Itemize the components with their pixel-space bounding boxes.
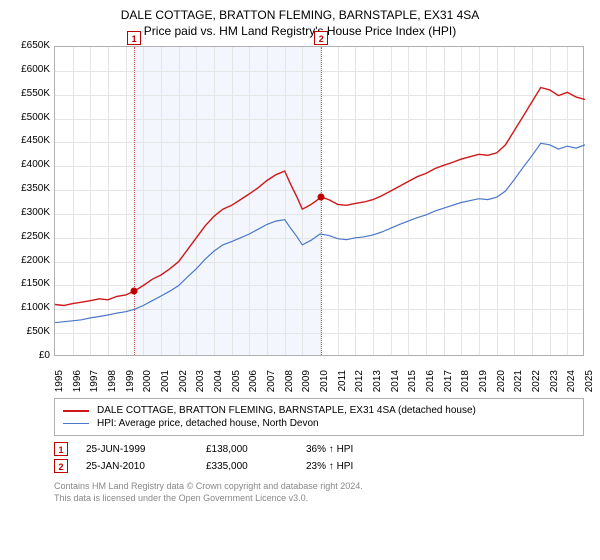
chart-area: £0 £50K £100K £150K £200K £250K £300K £350K £400… [12,42,588,392]
x-axis-label: 2009 [301,370,312,394]
sale-marker-line [321,47,322,355]
x-axis-label: 2013 [372,370,383,394]
x-axis-label: 2023 [549,370,560,394]
sale-marker-badge: 2 [314,31,328,45]
chart-title: DALE COTTAGE, BRATTON FLEMING, BARNSTAPL… [12,8,588,22]
legend-label: DALE COTTAGE, BRATTON FLEMING, BARNSTAPL… [97,405,476,416]
x-axis-label: 2006 [248,370,259,394]
plot-area: 12 [54,46,584,356]
marker-table-hpi: 36% ↑ HPI [306,444,406,455]
x-axis-label: 1998 [107,370,118,394]
marker-table-date: 25-JUN-1999 [86,444,206,455]
y-axis-label: £150K [12,279,50,289]
y-axis-label: £200K [12,256,50,266]
legend-swatch [63,423,89,424]
x-axis-label: 1997 [89,370,100,394]
marker-table-hpi: 23% ↑ HPI [306,461,406,472]
x-axis-label: 2012 [354,370,365,394]
y-axis-label: £400K [12,160,50,170]
y-axis-label: £50K [12,327,50,337]
y-axis-label: £450K [12,136,50,146]
y-axis-label: £350K [12,184,50,194]
x-axis-label: 2018 [460,370,471,394]
x-axis-label: 2016 [425,370,436,394]
x-axis-label: 2003 [195,370,206,394]
y-axis-label: £100K [12,303,50,313]
x-axis-label: 2021 [513,370,524,394]
marker-table-row: 1 25-JUN-1999£138,00036% ↑ HPI [54,442,584,456]
y-axis-label: £0 [12,351,50,361]
x-axis-label: 2004 [213,370,224,394]
y-axis-label: £300K [12,208,50,218]
x-axis-label: 2000 [142,370,153,394]
marker-table-row: 2 25-JAN-2010£335,00023% ↑ HPI [54,459,584,473]
legend-row: HPI: Average price, detached house, Nort… [63,418,575,429]
x-axis-label: 2020 [496,370,507,394]
footer-line-1: Contains HM Land Registry data © Crown c… [54,481,584,493]
x-axis-label: 2024 [566,370,577,394]
y-axis-label: £650K [12,41,50,51]
footer-attribution: Contains HM Land Registry data © Crown c… [54,481,584,504]
y-axis-label: £600K [12,65,50,75]
legend-swatch [63,410,89,412]
sale-marker-line [134,47,135,355]
marker-table-price: £138,000 [206,444,306,455]
sale-marker-point [318,194,325,201]
x-axis-label: 2010 [319,370,330,394]
footer-line-2: This data is licensed under the Open Gov… [54,493,584,505]
legend-label: HPI: Average price, detached house, Nort… [97,418,319,429]
y-axis-label: £250K [12,232,50,242]
marker-table-badge: 1 [54,442,68,456]
x-axis-label: 2007 [266,370,277,394]
x-axis-label: 2005 [231,370,242,394]
sale-marker-badge: 1 [127,31,141,45]
x-axis-label: 2025 [584,370,595,394]
x-axis-label: 2014 [390,370,401,394]
x-axis-label: 1995 [54,370,65,394]
sale-markers-table: 1 25-JUN-1999£138,00036% ↑ HPI 2 25-JAN-201… [54,442,584,473]
marker-table-badge: 2 [54,459,68,473]
x-axis-label: 2017 [443,370,454,394]
x-axis-label: 2015 [407,370,418,394]
x-axis-label: 2019 [478,370,489,394]
x-axis-label: 2001 [160,370,171,394]
chart-subtitle: Price paid vs. HM Land Registry's House … [12,24,588,38]
marker-table-date: 25-JAN-2010 [86,461,206,472]
legend-row: DALE COTTAGE, BRATTON FLEMING, BARNSTAPL… [63,405,575,416]
legend: DALE COTTAGE, BRATTON FLEMING, BARNSTAPL… [54,398,584,436]
x-axis-label: 1999 [125,370,136,394]
sale-marker-point [131,288,138,295]
x-axis-label: 2022 [531,370,542,394]
x-axis-label: 1996 [72,370,83,394]
y-axis-label: £550K [12,89,50,99]
y-axis-label: £500K [12,113,50,123]
marker-table-price: £335,000 [206,461,306,472]
x-axis-label: 2011 [337,370,348,394]
x-axis-label: 2002 [178,370,189,394]
x-axis-label: 2008 [284,370,295,394]
